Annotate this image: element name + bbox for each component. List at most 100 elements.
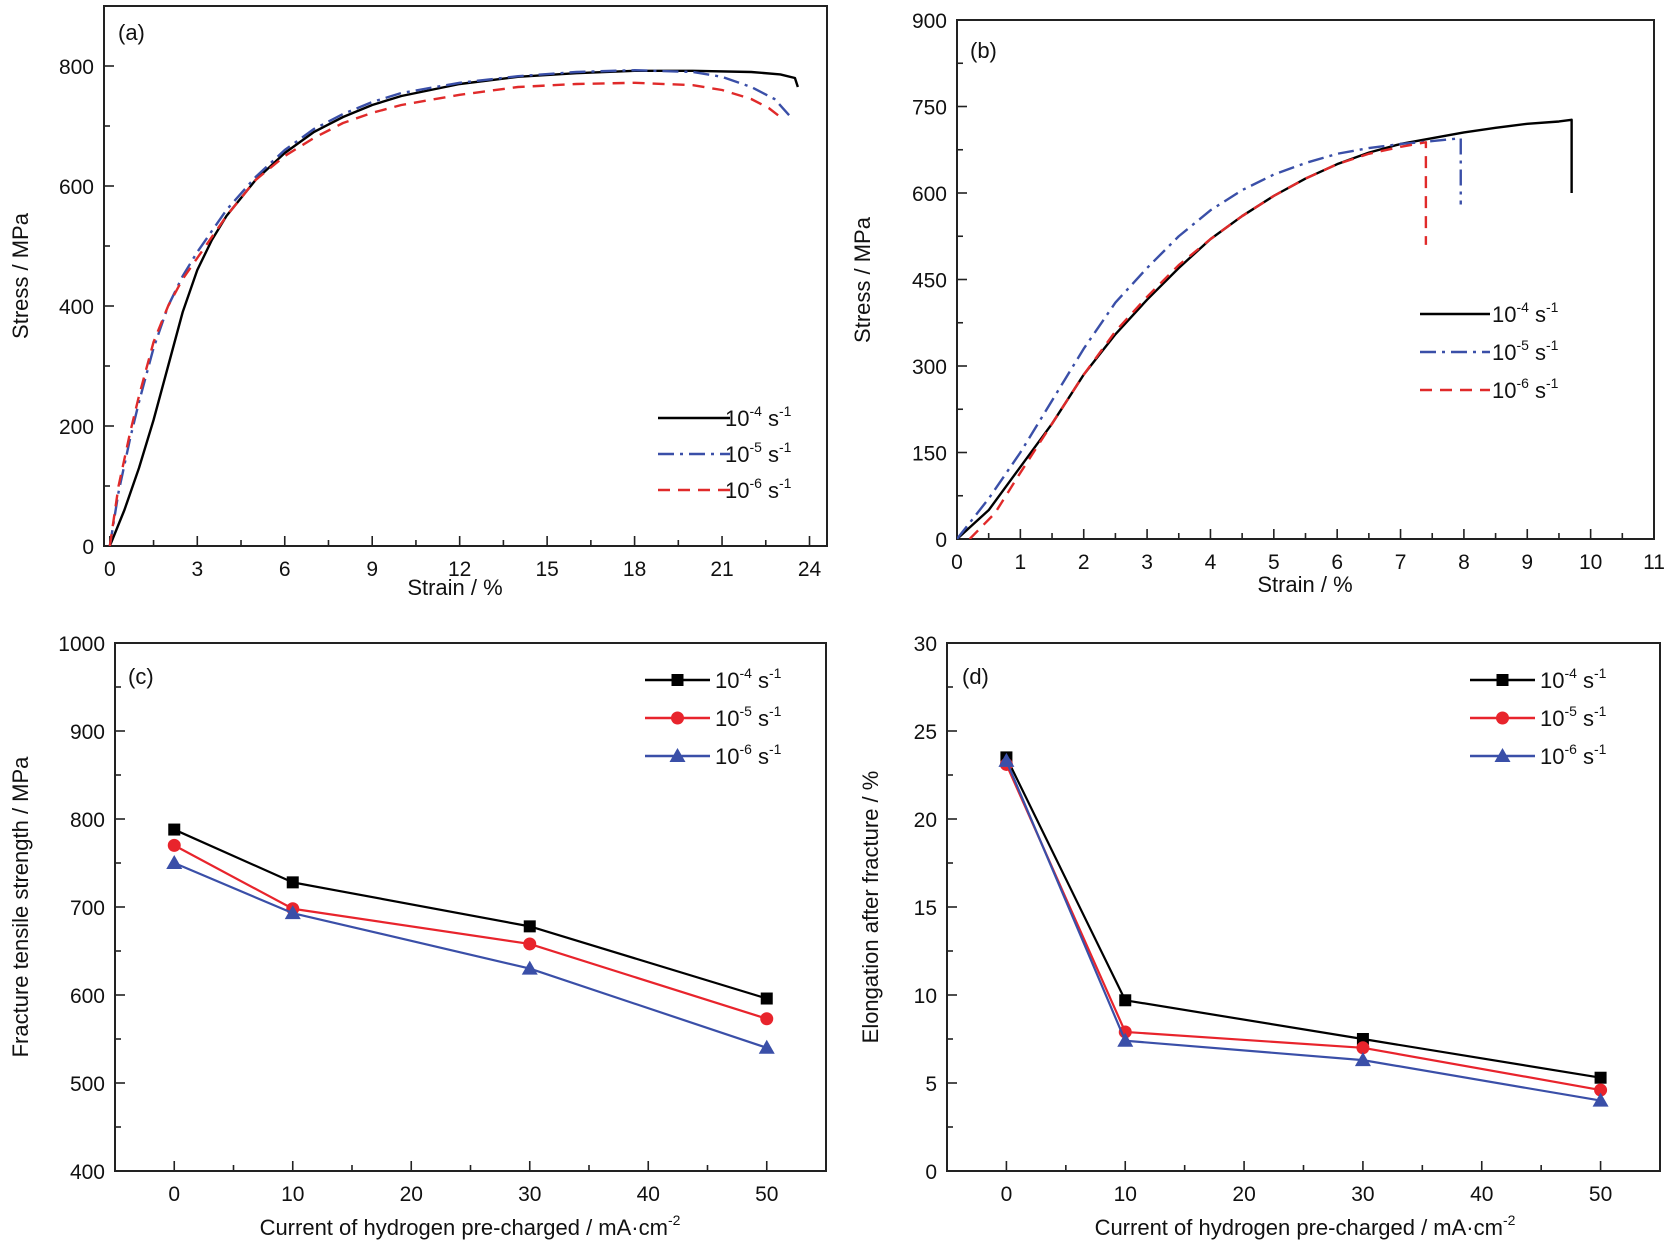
legend-unit-exponent: -1 bbox=[1594, 741, 1607, 757]
x-tick-label: 20 bbox=[400, 1183, 423, 1206]
series-line-0 bbox=[957, 118, 1573, 539]
legend-label: 10-5 s-1 bbox=[1540, 703, 1607, 731]
data-point-triangle bbox=[166, 855, 183, 869]
data-point-square bbox=[1594, 1071, 1607, 1084]
panel-label: (c) bbox=[128, 664, 154, 689]
x-axis-title-text: Strain / % bbox=[1257, 572, 1352, 597]
data-point-circle bbox=[1594, 1083, 1608, 1097]
legend-unit-exponent: -1 bbox=[1546, 375, 1559, 391]
legend-label: 10-4 s-1 bbox=[1540, 665, 1607, 693]
series-line-0 bbox=[173, 828, 768, 1000]
y-tick-label: 900 bbox=[70, 721, 105, 744]
legend-unit: s bbox=[758, 706, 769, 731]
y-tick-label: 5 bbox=[925, 1073, 937, 1096]
data-point-triangle bbox=[1592, 1092, 1609, 1107]
legend-unit: s bbox=[1535, 378, 1546, 403]
x-tick-label: 2 bbox=[1078, 551, 1090, 574]
y-tick-label: 150 bbox=[912, 443, 947, 466]
legend-exponent: -4 bbox=[1516, 299, 1529, 315]
y-tick-label: 400 bbox=[59, 296, 94, 319]
legend-base: 10 bbox=[725, 442, 749, 467]
series-line-0 bbox=[108, 69, 799, 546]
data-point-circle bbox=[760, 1012, 774, 1026]
x-tick-label: 9 bbox=[1521, 551, 1533, 574]
x-tick-label: 10 bbox=[1579, 551, 1602, 574]
legend-base: 10 bbox=[715, 706, 739, 731]
y-tick-label: 600 bbox=[912, 183, 947, 206]
y-tick-label: 700 bbox=[70, 897, 105, 920]
legend-unit-exponent: -1 bbox=[1546, 299, 1559, 315]
series-line-2 bbox=[108, 81, 782, 546]
legend-exponent: -5 bbox=[749, 439, 762, 455]
y-tick-label: 600 bbox=[59, 176, 94, 199]
legend-marker-circle bbox=[1496, 711, 1509, 725]
x-tick-label: 0 bbox=[168, 1183, 180, 1206]
data-point-square bbox=[1356, 1033, 1369, 1045]
legend-label: 10-4 s-1 bbox=[715, 665, 782, 693]
data-point-circle bbox=[523, 937, 537, 951]
legend-exponent: -6 bbox=[739, 741, 752, 757]
x-tick-label: 6 bbox=[279, 558, 291, 581]
panel-b: 0 1 2 3 4 5 6 7 8 9 10 11 0 150 300 450 600 750 900 Strain … bbox=[850, 10, 1665, 597]
x-tick-label: 3 bbox=[1141, 551, 1153, 574]
x-tick-label: 3 bbox=[191, 558, 203, 581]
legend-label: 10-5 s-1 bbox=[725, 439, 792, 467]
y-tick-label: 750 bbox=[912, 97, 947, 120]
x-tick-label: 40 bbox=[637, 1183, 660, 1206]
y-tick-label: 1000 bbox=[58, 633, 105, 656]
y-tick-label: 30 bbox=[914, 633, 937, 656]
panel-label: (b) bbox=[970, 38, 997, 63]
y-tick-label: 900 bbox=[912, 10, 947, 33]
legend-unit-exponent: -1 bbox=[779, 475, 792, 491]
legend-exponent: -6 bbox=[1516, 375, 1529, 391]
panel-c: 0 10 20 30 40 50 400 500 600 700 800 900 1000 Current… bbox=[8, 633, 827, 1240]
y-axis-title: Stress / MPa bbox=[850, 216, 875, 343]
legend-marker-triangle bbox=[669, 748, 686, 762]
data-point-triangle bbox=[284, 905, 301, 920]
plot-frame bbox=[956, 19, 1655, 540]
legend-unit: s bbox=[1583, 668, 1594, 693]
x-tick-label: 8 bbox=[1458, 551, 1470, 574]
series-line-1 bbox=[173, 844, 768, 1020]
series-line-2 bbox=[173, 861, 768, 1049]
legend-label: 10-5 s-1 bbox=[715, 703, 782, 731]
y-tick-label: 500 bbox=[70, 1073, 105, 1096]
series-line-2 bbox=[968, 141, 1428, 539]
legend-exponent: -4 bbox=[739, 665, 752, 681]
legend-unit-exponent: -1 bbox=[769, 665, 782, 681]
data-point-circle bbox=[167, 838, 181, 852]
x-axis-title: Strain / % bbox=[1257, 572, 1352, 597]
data-point-triangle bbox=[998, 752, 1015, 767]
x-axis-title-superscript: -2 bbox=[1503, 1212, 1516, 1228]
legend-unit-exponent: -1 bbox=[1546, 337, 1559, 353]
legend-unit-exponent: -1 bbox=[769, 703, 782, 719]
legend-marker-square bbox=[671, 674, 684, 686]
legend-base: 10 bbox=[1492, 340, 1516, 365]
y-tick-label: 25 bbox=[914, 721, 937, 744]
legend-base: 10 bbox=[715, 744, 739, 769]
x-tick-label: 0 bbox=[1001, 1183, 1013, 1206]
legend-label: 10-6 s-1 bbox=[1540, 741, 1607, 769]
data-point-square bbox=[523, 920, 536, 933]
legend-unit: s bbox=[758, 744, 769, 769]
series-line-1 bbox=[1005, 763, 1601, 1092]
data-point-square bbox=[286, 876, 299, 889]
legend-base: 10 bbox=[725, 406, 749, 431]
panel-label: (d) bbox=[962, 664, 989, 689]
legend-base: 10 bbox=[1492, 302, 1516, 327]
x-axis-title-superscript: -2 bbox=[668, 1212, 681, 1228]
legend-unit: s bbox=[1583, 744, 1594, 769]
legend-base: 10 bbox=[1492, 378, 1516, 403]
x-tick-label: 11 bbox=[1643, 551, 1665, 574]
legend-unit: s bbox=[1535, 340, 1546, 365]
plot-frame bbox=[103, 5, 828, 547]
legend-unit-exponent: -1 bbox=[1594, 665, 1607, 681]
legend-label: 10-4 s-1 bbox=[1492, 299, 1559, 327]
x-axis-title-text: Current of hydrogen pre-charged / mA·cm bbox=[260, 1215, 668, 1240]
legend-exponent: -6 bbox=[1564, 741, 1577, 757]
legend-exponent: -5 bbox=[1516, 337, 1529, 353]
legend-marker-triangle bbox=[1494, 748, 1511, 762]
series-line-1 bbox=[957, 137, 1462, 539]
legend-exponent: -6 bbox=[749, 475, 762, 491]
x-tick-label: 40 bbox=[1470, 1183, 1493, 1206]
